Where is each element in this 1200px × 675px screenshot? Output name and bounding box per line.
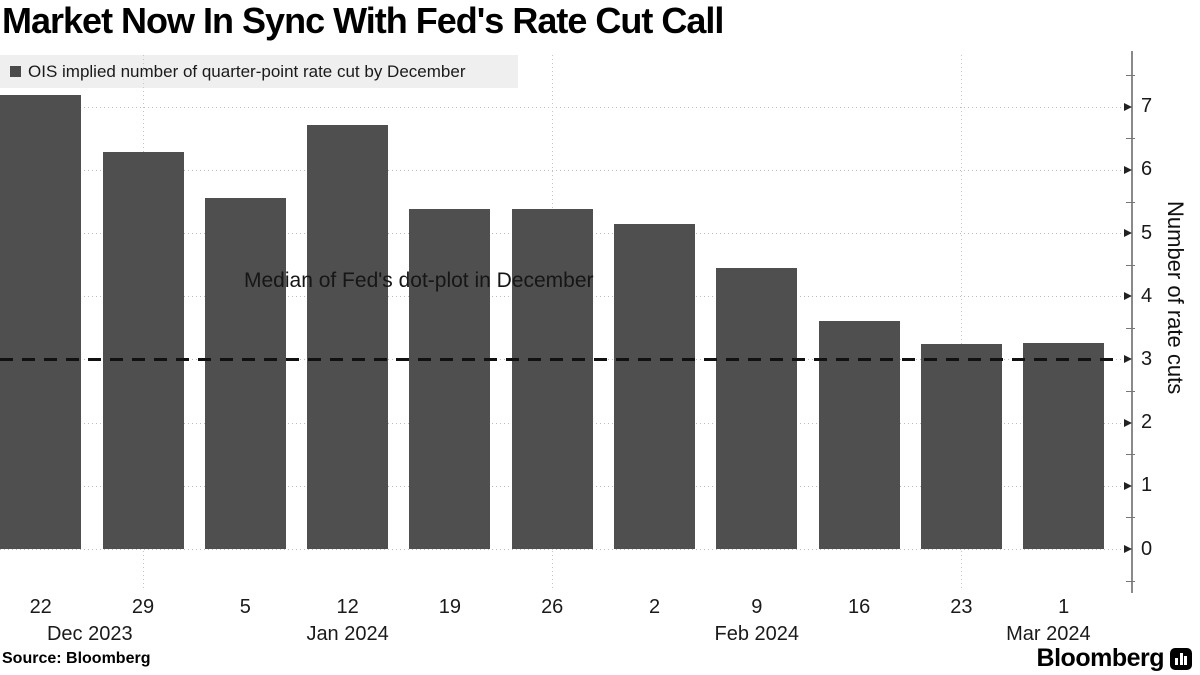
bloomberg-logo-icon bbox=[1170, 647, 1192, 670]
y-tick-arrow-icon bbox=[1124, 545, 1132, 553]
y-tick-arrow-icon bbox=[1124, 292, 1132, 301]
y-minor-tick bbox=[1126, 454, 1135, 456]
y-tick-arrow-icon bbox=[1124, 102, 1132, 111]
y-tick-label: 1 bbox=[1141, 474, 1153, 497]
bar bbox=[511, 209, 593, 550]
legend-label: OIS implied number of quarter-point rate… bbox=[28, 61, 466, 81]
chart-title: Market Now In Sync With Fed's Rate Cut C… bbox=[2, 0, 724, 41]
y-tick-label: 4 bbox=[1141, 284, 1153, 307]
x-tick-label: 26 bbox=[541, 596, 564, 618]
y-gridline bbox=[0, 549, 1131, 550]
x-tick-label: 22 bbox=[29, 596, 52, 618]
y-minor-tick bbox=[1126, 517, 1135, 519]
y-minor-tick bbox=[1126, 264, 1135, 266]
bar bbox=[614, 223, 695, 550]
x-month-label: Jan 2024 bbox=[306, 623, 389, 645]
y-tick-arrow-icon bbox=[1124, 481, 1132, 490]
reference-dashed-line bbox=[0, 358, 1121, 362]
y-tick-label: 0 bbox=[1141, 537, 1153, 560]
x-tick-label: 23 bbox=[950, 596, 973, 618]
bar bbox=[307, 124, 389, 550]
bar bbox=[920, 343, 1002, 550]
legend: OIS implied number of quarter-point rate… bbox=[0, 55, 518, 88]
x-tick-label: 2 bbox=[648, 596, 661, 618]
month-gridline bbox=[960, 55, 962, 590]
bar bbox=[716, 267, 798, 550]
x-month-label: Mar 2024 bbox=[1006, 623, 1091, 645]
y-axis-title: Number of rate cuts bbox=[1163, 201, 1188, 395]
y-tick-arrow-icon bbox=[1124, 355, 1132, 364]
y-axis-line bbox=[1131, 51, 1133, 593]
legend-swatch-icon bbox=[10, 66, 21, 77]
bar bbox=[204, 197, 286, 550]
x-month-label: Dec 2023 bbox=[46, 623, 133, 645]
bar bbox=[818, 321, 900, 550]
y-minor-tick bbox=[1126, 391, 1135, 393]
y-tick-label: 3 bbox=[1141, 347, 1153, 370]
y-tick-arrow-icon bbox=[1124, 229, 1132, 238]
y-tick-label: 2 bbox=[1141, 411, 1153, 434]
bloomberg-brand: Bloomberg bbox=[1037, 644, 1192, 673]
y-tick-label: 5 bbox=[1141, 221, 1153, 244]
y-minor-tick bbox=[1126, 327, 1135, 329]
x-tick-label: 1 bbox=[1058, 596, 1070, 618]
x-tick-label: 12 bbox=[336, 596, 359, 618]
x-month-label: Feb 2024 bbox=[714, 623, 800, 645]
x-tick-label: 16 bbox=[847, 596, 871, 618]
y-tick-arrow-icon bbox=[1124, 418, 1132, 427]
y-minor-tick bbox=[1126, 75, 1135, 77]
bar bbox=[1023, 342, 1105, 550]
x-tick-label: 9 bbox=[751, 596, 763, 618]
y-minor-tick bbox=[1126, 138, 1135, 140]
reference-line-annotation: Median of Fed's dot-plot in December bbox=[244, 269, 594, 292]
y-minor-tick bbox=[1126, 580, 1135, 582]
y-tick-arrow-icon bbox=[1124, 165, 1132, 174]
y-tick-label: 7 bbox=[1141, 95, 1153, 118]
x-tick-label: 29 bbox=[131, 596, 155, 618]
bloomberg-wordmark: Bloomberg bbox=[1036, 644, 1165, 672]
bar bbox=[0, 95, 82, 550]
y-tick-label: 6 bbox=[1141, 158, 1153, 181]
source-credit: Source: Bloomberg bbox=[2, 650, 151, 667]
y-gridline bbox=[0, 169, 1131, 171]
bar bbox=[102, 151, 184, 550]
y-gridline bbox=[0, 106, 1131, 108]
bar bbox=[409, 209, 491, 550]
x-tick-label: 19 bbox=[438, 596, 462, 618]
y-minor-tick bbox=[1126, 201, 1135, 203]
x-tick-label: 5 bbox=[239, 596, 251, 618]
